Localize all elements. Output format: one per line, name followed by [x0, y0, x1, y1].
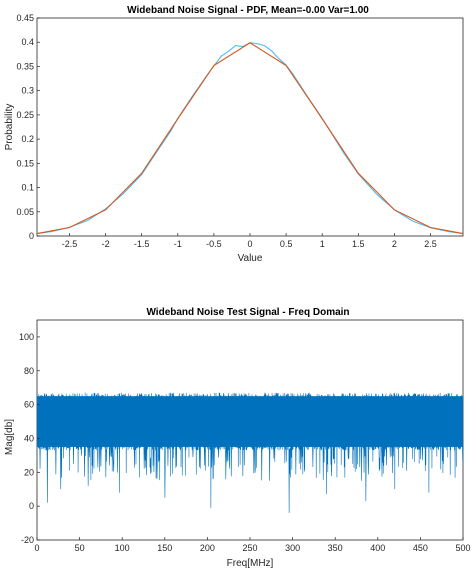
freq-x-tick-label: 400 [370, 543, 385, 553]
pdf-x-tick-label: 1 [320, 239, 325, 249]
pdf-x-tick-label: 0 [247, 239, 252, 249]
freq-x-tick-label: 100 [115, 543, 130, 553]
pdf-x-axis-label: Value [238, 253, 263, 264]
pdf-x-tick-label: -2.5 [62, 239, 78, 249]
pdf-fitted-series-line [36, 42, 464, 235]
pdf-axes-box [36, 17, 464, 237]
freq-x-tick-label: 300 [285, 543, 300, 553]
pdf-y-tick-label: 0.25 [16, 110, 34, 120]
pdf-y-tick-label: 0 [29, 231, 34, 241]
pdf-x-tick-label: 1.5 [352, 239, 365, 249]
freq-x-tick-label: 200 [200, 543, 215, 553]
freq-magnitude-band [37, 396, 463, 447]
freq-x-tick-label: 50 [75, 543, 85, 553]
freq-chart-title: Wideband Noise Test Signal - Freq Domain [146, 307, 349, 318]
pdf-x-tick-label: 2 [392, 239, 397, 249]
freq-x-tick-label: 450 [413, 543, 428, 553]
pdf-x-tick-label: -1 [174, 239, 182, 249]
freq-y-tick-label: 0 [29, 501, 34, 511]
pdf-x-tick-label: -1.5 [134, 239, 150, 249]
freq-y-tick-label: 60 [24, 400, 34, 410]
freq-y-ticks: -20 0 20 40 60 80 100 [19, 332, 40, 545]
freq-x-tick-label: 150 [157, 543, 172, 553]
pdf-y-tick-label: 0.1 [21, 183, 34, 193]
freq-plot-area [36, 319, 464, 541]
pdf-y-tick-label: 0.35 [16, 61, 34, 71]
freq-y-tick-label: 100 [19, 332, 34, 342]
freq-chart: Wideband Noise Test Signal - Freq Domain… [4, 307, 471, 569]
pdf-x-tick-label: 0.5 [280, 239, 293, 249]
freq-x-tick-label: 0 [34, 543, 39, 553]
freq-y-tick-label: 80 [24, 366, 34, 376]
pdf-y-tick-label: 0.2 [21, 134, 34, 144]
pdf-chart: Wideband Noise Signal - PDF, Mean=-0.00 … [4, 5, 464, 264]
pdf-x-tick-label: 2.5 [424, 239, 437, 249]
pdf-y-tick-label: 0.3 [21, 86, 34, 96]
pdf-plot-area [36, 17, 464, 237]
freq-y-tick-label: 20 [24, 467, 34, 477]
freq-x-tick-label: 500 [455, 543, 470, 553]
pdf-y-tick-label: 0.05 [16, 207, 34, 217]
pdf-y-tick-label: 0.4 [21, 37, 34, 47]
pdf-x-tick-label: -2 [102, 239, 110, 249]
pdf-y-axis-label: Probability [4, 104, 15, 151]
freq-x-ticks: 0 50 100 150 200 250 300 350 400 450 500 [34, 537, 471, 553]
freq-y-tick-label: 40 [24, 433, 34, 443]
pdf-x-tick-label: -0.5 [206, 239, 222, 249]
freq-x-tick-label: 350 [328, 543, 343, 553]
pdf-y-tick-label: 0.15 [16, 158, 34, 168]
freq-y-axis-label: Mag[db] [4, 419, 15, 455]
freq-x-tick-label: 250 [242, 543, 257, 553]
freq-x-axis-label: Freq[MHz] [227, 558, 274, 569]
freq-y-tick-label: -20 [21, 535, 34, 545]
pdf-y-ticks: 0 0.05 0.1 0.15 0.2 0.25 0.3 0.35 0.4 0.45 [16, 13, 40, 241]
pdf-chart-title: Wideband Noise Signal - PDF, Mean=-0.00 … [127, 5, 369, 16]
pdf-y-tick-label: 0.45 [16, 13, 34, 23]
pdf-x-ticks: -2.5 -2 -1.5 -1 -0.5 0 0.5 1 1.5 2 2.5 [62, 233, 437, 249]
